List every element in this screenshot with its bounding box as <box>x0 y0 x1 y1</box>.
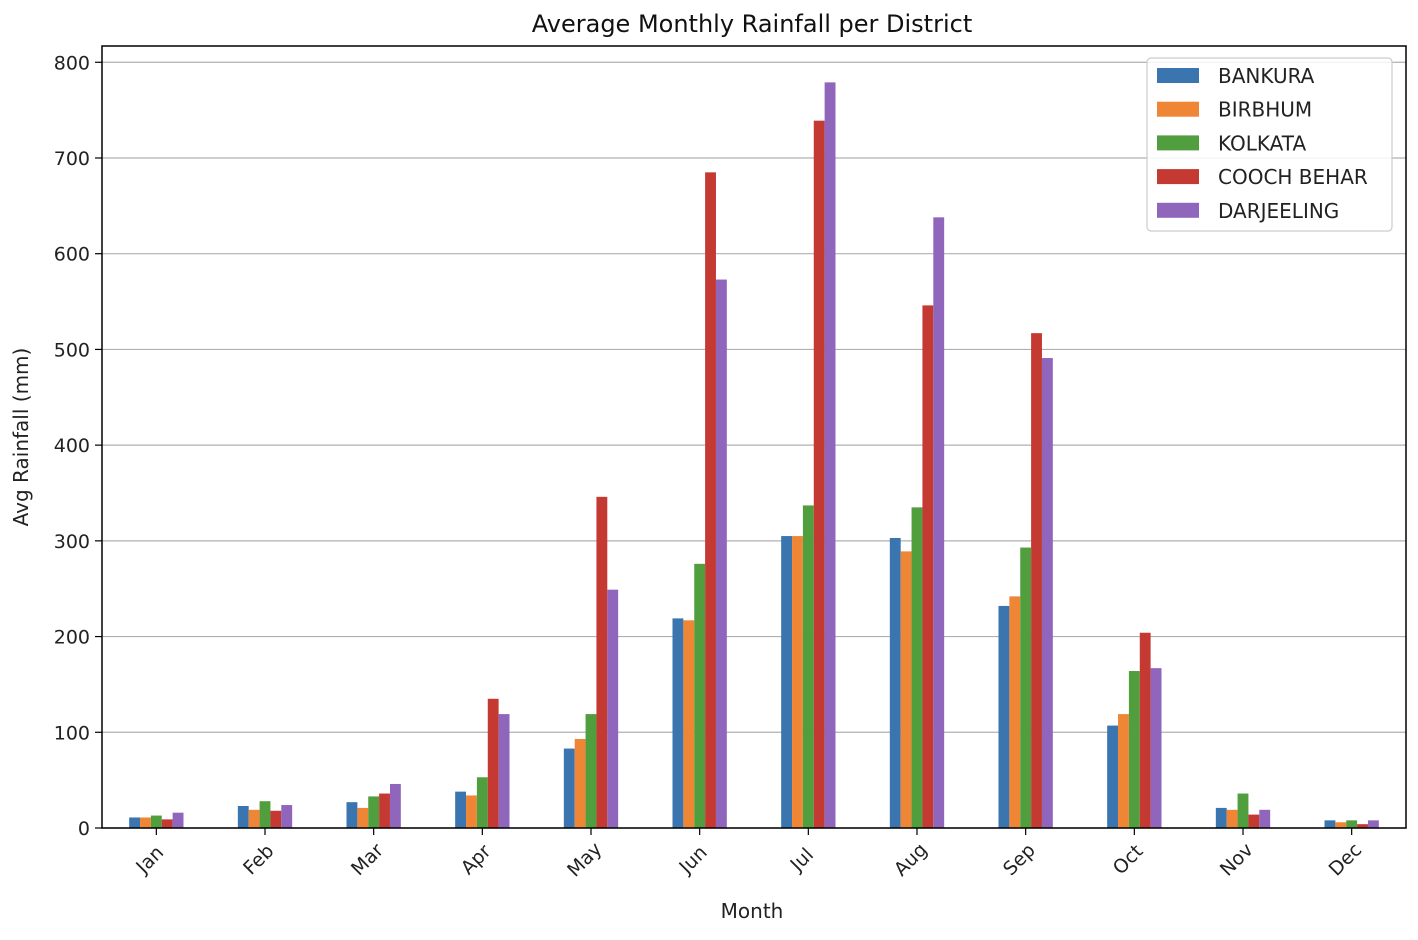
bar-darjeeling-jun <box>715 279 727 828</box>
legend-swatch-cooch-behar <box>1157 169 1199 185</box>
bar-cooch-behar-dec <box>1357 824 1368 828</box>
bar-cooch-behar-sep <box>1031 333 1042 828</box>
bar-cooch-behar-nov <box>1248 814 1260 828</box>
bar-darjeeling-nov <box>1259 809 1271 828</box>
bar-kolkata-mar <box>368 796 380 828</box>
bar-birbhum-mar <box>357 807 369 828</box>
bar-kolkata-dec <box>1346 820 1358 828</box>
bar-bankura-aug <box>889 537 901 828</box>
legend-label: COOCH BEHAR <box>1218 165 1368 189</box>
bar-darjeeling-jul <box>824 82 836 829</box>
bar-cooch-behar-may <box>596 496 608 828</box>
legend-label: KOLKATA <box>1218 131 1306 155</box>
bar-kolkata-nov <box>1237 793 1249 828</box>
bar-bankura-jun <box>672 618 684 828</box>
bar-bankura-jan <box>129 817 141 828</box>
legend-swatch-darjeeling <box>1157 202 1199 218</box>
legend: BANKURA BIRBHUM KOLKATA COOCH BEHAR DARJEELI… <box>1146 57 1393 232</box>
x-axis-title: Month <box>721 899 784 923</box>
bar-darjeeling-dec <box>1367 820 1379 828</box>
legend-label: BANKURA <box>1218 64 1315 88</box>
bar-birbhum-jun <box>683 620 695 828</box>
bar-birbhum-sep <box>1009 596 1021 828</box>
chart-title: Average Monthly Rainfall per District <box>532 10 972 38</box>
bar-bankura-jul <box>781 536 793 828</box>
bar-kolkata-aug <box>911 507 923 828</box>
bar-kolkata-apr <box>476 777 488 828</box>
bars <box>129 82 1379 829</box>
bar-bankura-nov <box>1215 807 1227 828</box>
bar-kolkata-jul <box>802 505 814 828</box>
legend-frame <box>1146 57 1393 232</box>
y-tick-label: 400 <box>54 435 90 457</box>
legend-label: DARJEELING <box>1218 199 1339 223</box>
bar-cooch-behar-jan <box>161 819 173 828</box>
y-tick-label: 200 <box>54 627 90 649</box>
y-tick-label: 100 <box>54 722 90 744</box>
bar-birbhum-jan <box>140 817 151 828</box>
bar-darjeeling-sep <box>1041 358 1053 828</box>
bar-bankura-feb <box>237 805 249 828</box>
y-tick-label: 500 <box>54 339 90 361</box>
y-tick-label: 0 <box>78 818 90 840</box>
bar-darjeeling-oct <box>1150 668 1162 828</box>
bar-darjeeling-jan <box>172 812 184 828</box>
bar-bankura-mar <box>346 802 358 828</box>
bar-birbhum-oct <box>1118 714 1129 828</box>
bar-birbhum-aug <box>900 551 912 828</box>
bar-bankura-apr <box>455 791 467 828</box>
bar-darjeeling-feb <box>281 805 293 828</box>
bar-cooch-behar-jun <box>705 172 716 829</box>
bar-darjeeling-aug <box>933 217 945 829</box>
y-axis-ticks: 0 100 200 300 400 500 600 700 800 <box>54 52 102 840</box>
bar-darjeeling-apr <box>498 714 510 828</box>
bar-kolkata-may <box>585 714 597 828</box>
bar-bankura-oct <box>1107 725 1119 828</box>
bar-birbhum-feb <box>248 809 260 828</box>
bar-cooch-behar-mar <box>379 793 390 828</box>
bar-kolkata-feb <box>259 801 271 828</box>
bar-kolkata-jun <box>694 563 706 828</box>
bar-kolkata-oct <box>1128 671 1140 828</box>
y-tick-label: 600 <box>54 244 90 266</box>
bar-kolkata-sep <box>1020 547 1032 828</box>
bar-darjeeling-mar <box>389 783 401 828</box>
bar-birbhum-jul <box>792 536 803 828</box>
bar-birbhum-nov <box>1226 809 1238 828</box>
bar-cooch-behar-jul <box>813 120 825 828</box>
bar-bankura-dec <box>1324 820 1336 828</box>
bar-cooch-behar-aug <box>922 305 934 828</box>
y-tick-label: 300 <box>54 531 90 553</box>
bar-birbhum-may <box>574 738 586 828</box>
plot-frame <box>101 45 1407 829</box>
legend-swatch-birbhum <box>1157 101 1199 117</box>
legend-swatch-kolkata <box>1157 135 1199 151</box>
y-tick-label: 700 <box>54 148 90 170</box>
bar-cooch-behar-oct <box>1139 632 1151 828</box>
y-tick-label: 800 <box>54 52 90 74</box>
bar-darjeeling-may <box>607 589 619 828</box>
legend-label: BIRBHUM <box>1218 98 1312 122</box>
bar-birbhum-apr <box>466 795 477 828</box>
bar-bankura-sep <box>998 605 1010 828</box>
y-axis-title: Avg Rainfall (mm) <box>9 348 33 527</box>
bar-kolkata-jan <box>150 815 162 828</box>
legend-swatch-bankura <box>1157 68 1199 83</box>
bar-birbhum-dec <box>1335 822 1347 828</box>
bar-cooch-behar-apr <box>487 698 499 828</box>
bar-bankura-may <box>563 748 575 828</box>
bar-cooch-behar-feb <box>270 810 282 828</box>
